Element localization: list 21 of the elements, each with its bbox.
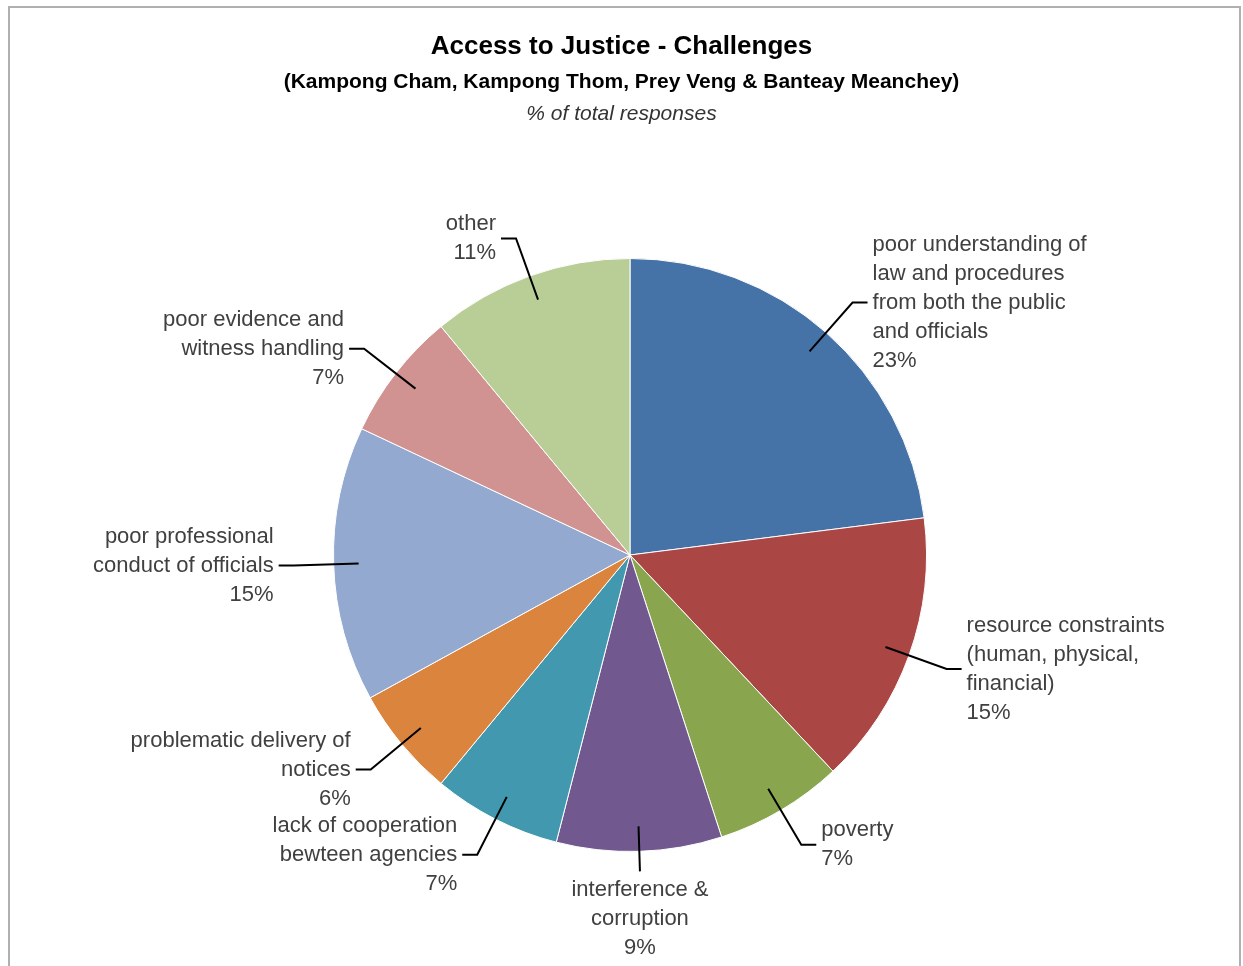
slice-label: resource constraints (human, physical, financial) <box>966 611 1165 695</box>
slice-label: poverty <box>821 816 894 842</box>
data-label: 6% <box>318 784 351 810</box>
data-label: 15% <box>229 580 274 606</box>
slice-label: poor understanding of law and procedures from both the public and officials <box>872 230 1088 343</box>
data-label: 23% <box>872 346 917 372</box>
slice-label: poor evidence and witness handling <box>163 305 345 360</box>
chart-subtitle: (Kampong Cham, Kampong Thom, Prey Veng & Banteay Meanchey) <box>282 69 961 93</box>
chart-title: Access to Justice - Challenges <box>429 30 814 61</box>
slice-label: lack of cooperation bewteen agencies <box>272 811 458 866</box>
data-label: 11% <box>453 238 497 264</box>
slice-label: problematic delivery of notices <box>130 726 352 781</box>
data-label: 7% <box>425 869 458 895</box>
slice-label: other <box>445 209 497 235</box>
text: % of total responses <box>525 101 718 125</box>
data-label: 15% <box>966 698 1011 724</box>
data-label: 9% <box>624 933 656 959</box>
data-label: 7% <box>312 363 345 389</box>
slice-label: interference & corruption <box>571 875 709 930</box>
slice-label: poor professional conduct of officials <box>93 522 274 577</box>
data-label: 7% <box>821 845 854 871</box>
